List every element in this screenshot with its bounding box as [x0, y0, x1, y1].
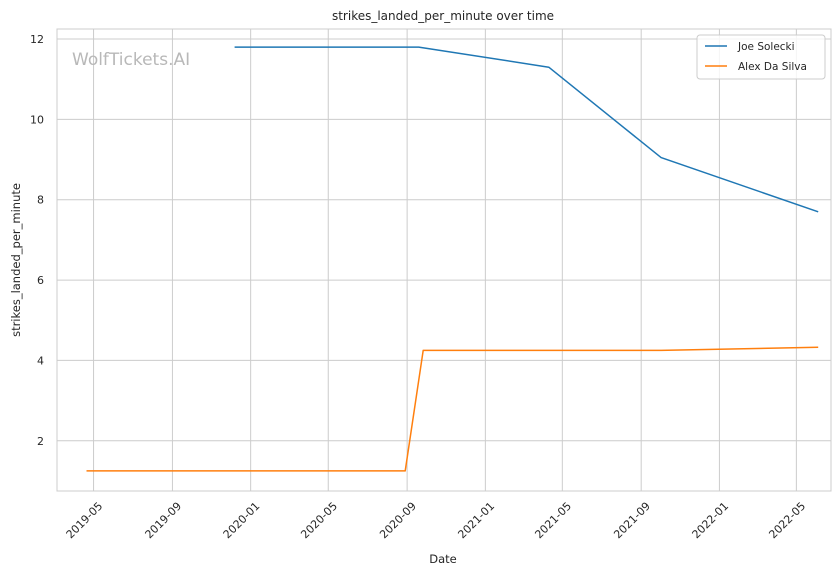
y-tick-label: 4 — [37, 354, 44, 367]
legend-label: Joe Solecki — [737, 41, 795, 53]
watermark: WolfTickets.AI — [72, 50, 190, 70]
legend-box — [696, 34, 826, 80]
x-axis-label: Date — [429, 552, 457, 566]
y-tick-label: 10 — [30, 113, 44, 126]
y-tick-label: 6 — [37, 274, 44, 287]
plot-frame — [56, 28, 832, 492]
series-line-1 — [86, 346, 819, 472]
y-axis-label: strikes_landed_per_minute — [9, 183, 23, 337]
chart-title: strikes_landed_per_minute over time — [332, 9, 554, 23]
y-tick-label: 8 — [37, 194, 44, 207]
legend-label: Alex Da Silva — [738, 61, 807, 73]
grid — [57, 29, 831, 491]
series-line-0 — [234, 46, 819, 213]
y-tick-label: 2 — [37, 435, 44, 448]
legend: Joe Solecki Alex Da Silva — [696, 34, 826, 80]
series-layer — [86, 46, 819, 472]
y-tick-label: 12 — [30, 33, 44, 46]
